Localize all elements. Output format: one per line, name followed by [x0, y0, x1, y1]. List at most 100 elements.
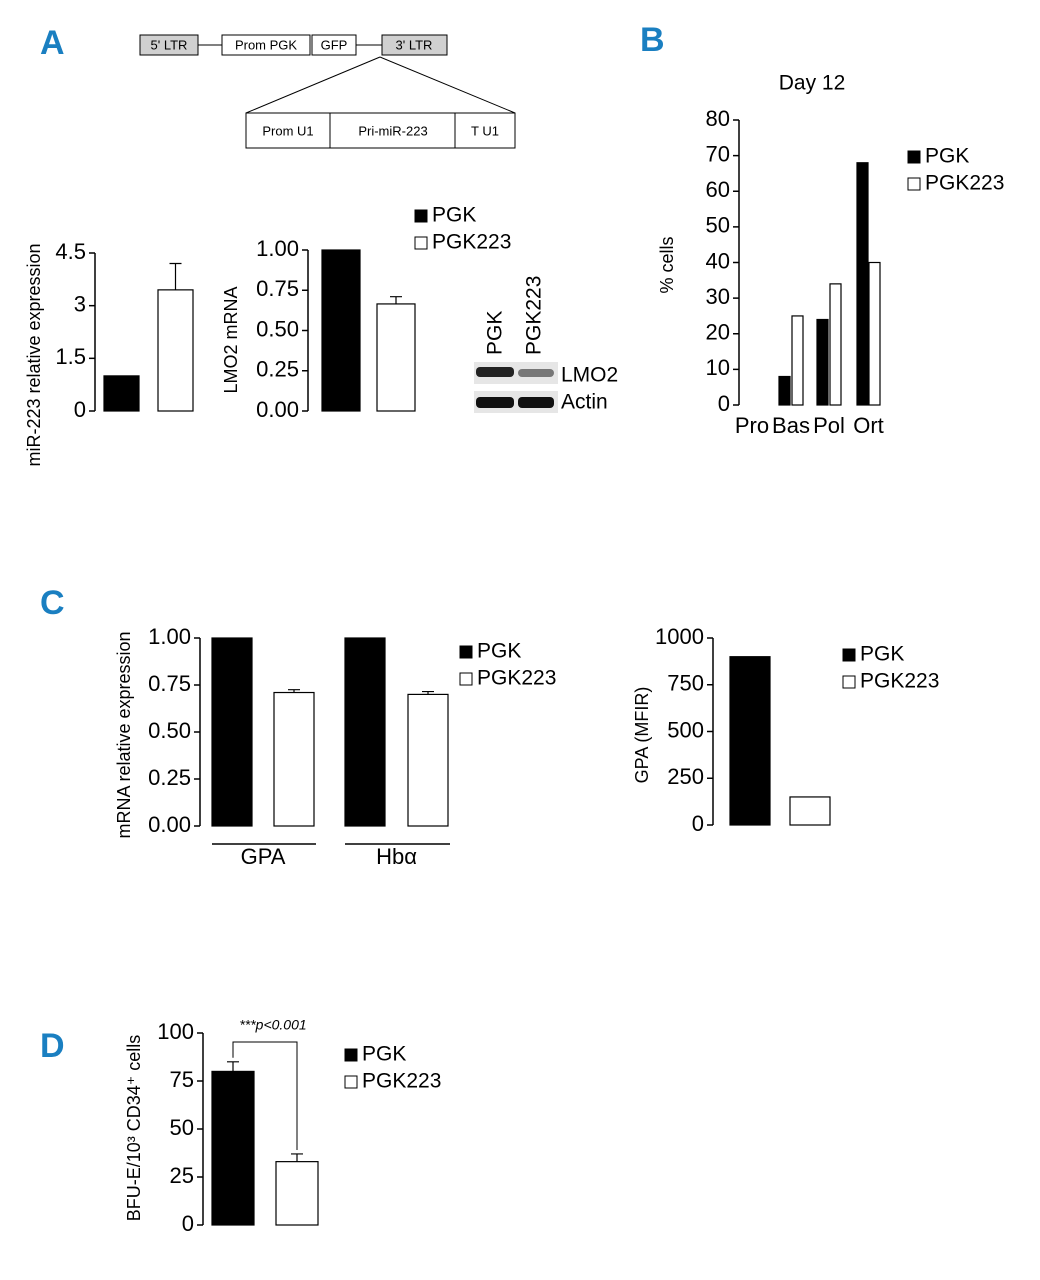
bar	[211, 1070, 255, 1226]
blot	[474, 362, 558, 413]
band	[476, 397, 514, 408]
x-tick-label: Hbα	[376, 844, 417, 869]
lane-label: PGK	[484, 311, 507, 355]
legend-label: PGK	[432, 204, 476, 227]
bar	[729, 656, 771, 826]
box-label: GFP	[321, 37, 348, 52]
legend-label: PGK	[925, 145, 969, 168]
y-tick-label: 1.00	[148, 624, 191, 649]
box-label: T U1	[471, 123, 499, 138]
y-tick-label: 50	[706, 213, 730, 238]
legend-swatch	[344, 1075, 358, 1089]
chart-title: Day 12	[779, 72, 846, 95]
y-tick-label: 3	[74, 291, 86, 316]
bar	[211, 637, 253, 827]
error-bar	[169, 262, 182, 290]
y-tick-label: 80	[706, 106, 730, 131]
x-tick-label: Ort	[853, 413, 884, 438]
legend-label: PGK	[362, 1043, 406, 1066]
error-bar	[390, 296, 402, 304]
legend-label: PGK223	[362, 1070, 441, 1093]
y-tick-label: 0.25	[148, 765, 191, 790]
bar	[868, 261, 881, 406]
panel-letter: C	[40, 584, 65, 622]
bar	[275, 1161, 319, 1226]
y-tick-label: 0.00	[148, 812, 191, 837]
y-axis-label: % cells	[657, 236, 677, 293]
y-tick-label: 10	[706, 355, 730, 380]
band	[518, 369, 554, 377]
y-tick-label: 1.5	[55, 344, 86, 369]
bar	[157, 289, 194, 412]
y-tick-label: 30	[706, 284, 730, 309]
bar	[856, 162, 869, 406]
y-tick-label: 0	[718, 391, 730, 416]
y-axis-label: miR-223 relative expression	[24, 243, 44, 466]
y-tick-label: 100	[157, 1019, 194, 1044]
y-axis-label: mRNA relative expression	[114, 631, 134, 838]
y-tick-label: 0.75	[148, 671, 191, 696]
bar	[376, 303, 416, 412]
error-bar	[288, 689, 300, 693]
x-tick-label: Pol	[813, 413, 845, 438]
y-tick-label: 75	[170, 1067, 194, 1092]
y-tick-label: 0.75	[256, 276, 299, 301]
legend-swatch	[344, 1048, 358, 1062]
box	[221, 34, 311, 56]
bar	[407, 693, 449, 827]
y-tick-label: 60	[706, 177, 730, 202]
x-tick-label: Bas	[772, 413, 810, 438]
legend-swatch	[907, 150, 921, 164]
bar	[273, 691, 315, 827]
y-tick-label: 500	[667, 717, 704, 742]
y-tick-label: 70	[706, 141, 730, 166]
box-label: 5' LTR	[151, 37, 188, 52]
box	[245, 112, 516, 149]
connector	[245, 56, 381, 114]
legend-swatch	[459, 645, 473, 659]
lane-label: PGK223	[523, 276, 546, 355]
box-label: 3' LTR	[396, 37, 433, 52]
panel-letter: D	[40, 1027, 65, 1065]
y-tick-label: 25	[170, 1163, 194, 1188]
bar	[103, 375, 140, 412]
annotation: ***p<0.001	[239, 1017, 306, 1033]
x-tick-label: GPA	[241, 844, 286, 869]
bar	[829, 283, 842, 406]
y-tick-label: 40	[706, 248, 730, 273]
y-tick-label: 750	[667, 671, 704, 696]
significance-bracket	[232, 1041, 298, 1150]
bar	[789, 796, 831, 826]
legend-swatch	[459, 672, 473, 686]
bar	[344, 637, 386, 827]
x-tick-label: Pro	[735, 413, 769, 438]
construct	[139, 34, 516, 149]
box-label: Pri-miR-223	[358, 123, 427, 138]
band-label: Actin	[561, 391, 608, 414]
panel-letter: B	[640, 21, 665, 59]
legend-label: PGK	[860, 643, 904, 666]
error-bar	[422, 690, 434, 695]
legend-swatch	[414, 236, 428, 250]
legend-label: PGK	[477, 640, 521, 663]
y-tick-label: 0.25	[256, 357, 299, 382]
bar	[778, 375, 791, 406]
box-label: Prom U1	[262, 123, 313, 138]
bar	[321, 249, 361, 412]
box-label: Prom PGK	[235, 37, 297, 52]
error-bar	[227, 1061, 239, 1072]
y-axis-label: BFU-E/10³ CD34⁺ cells	[124, 1035, 144, 1222]
bar	[816, 318, 829, 406]
panel-letter: A	[40, 24, 65, 62]
y-tick-label: 0.00	[256, 397, 299, 422]
band	[476, 367, 514, 377]
y-tick-label: 0	[692, 811, 704, 836]
legend-label: PGK223	[432, 231, 511, 254]
legend-label: PGK223	[925, 172, 1004, 195]
y-tick-label: 250	[667, 764, 704, 789]
legend-label: PGK223	[477, 667, 556, 690]
band	[518, 397, 554, 408]
legend-swatch	[842, 648, 856, 662]
y-tick-label: 0.50	[256, 316, 299, 341]
